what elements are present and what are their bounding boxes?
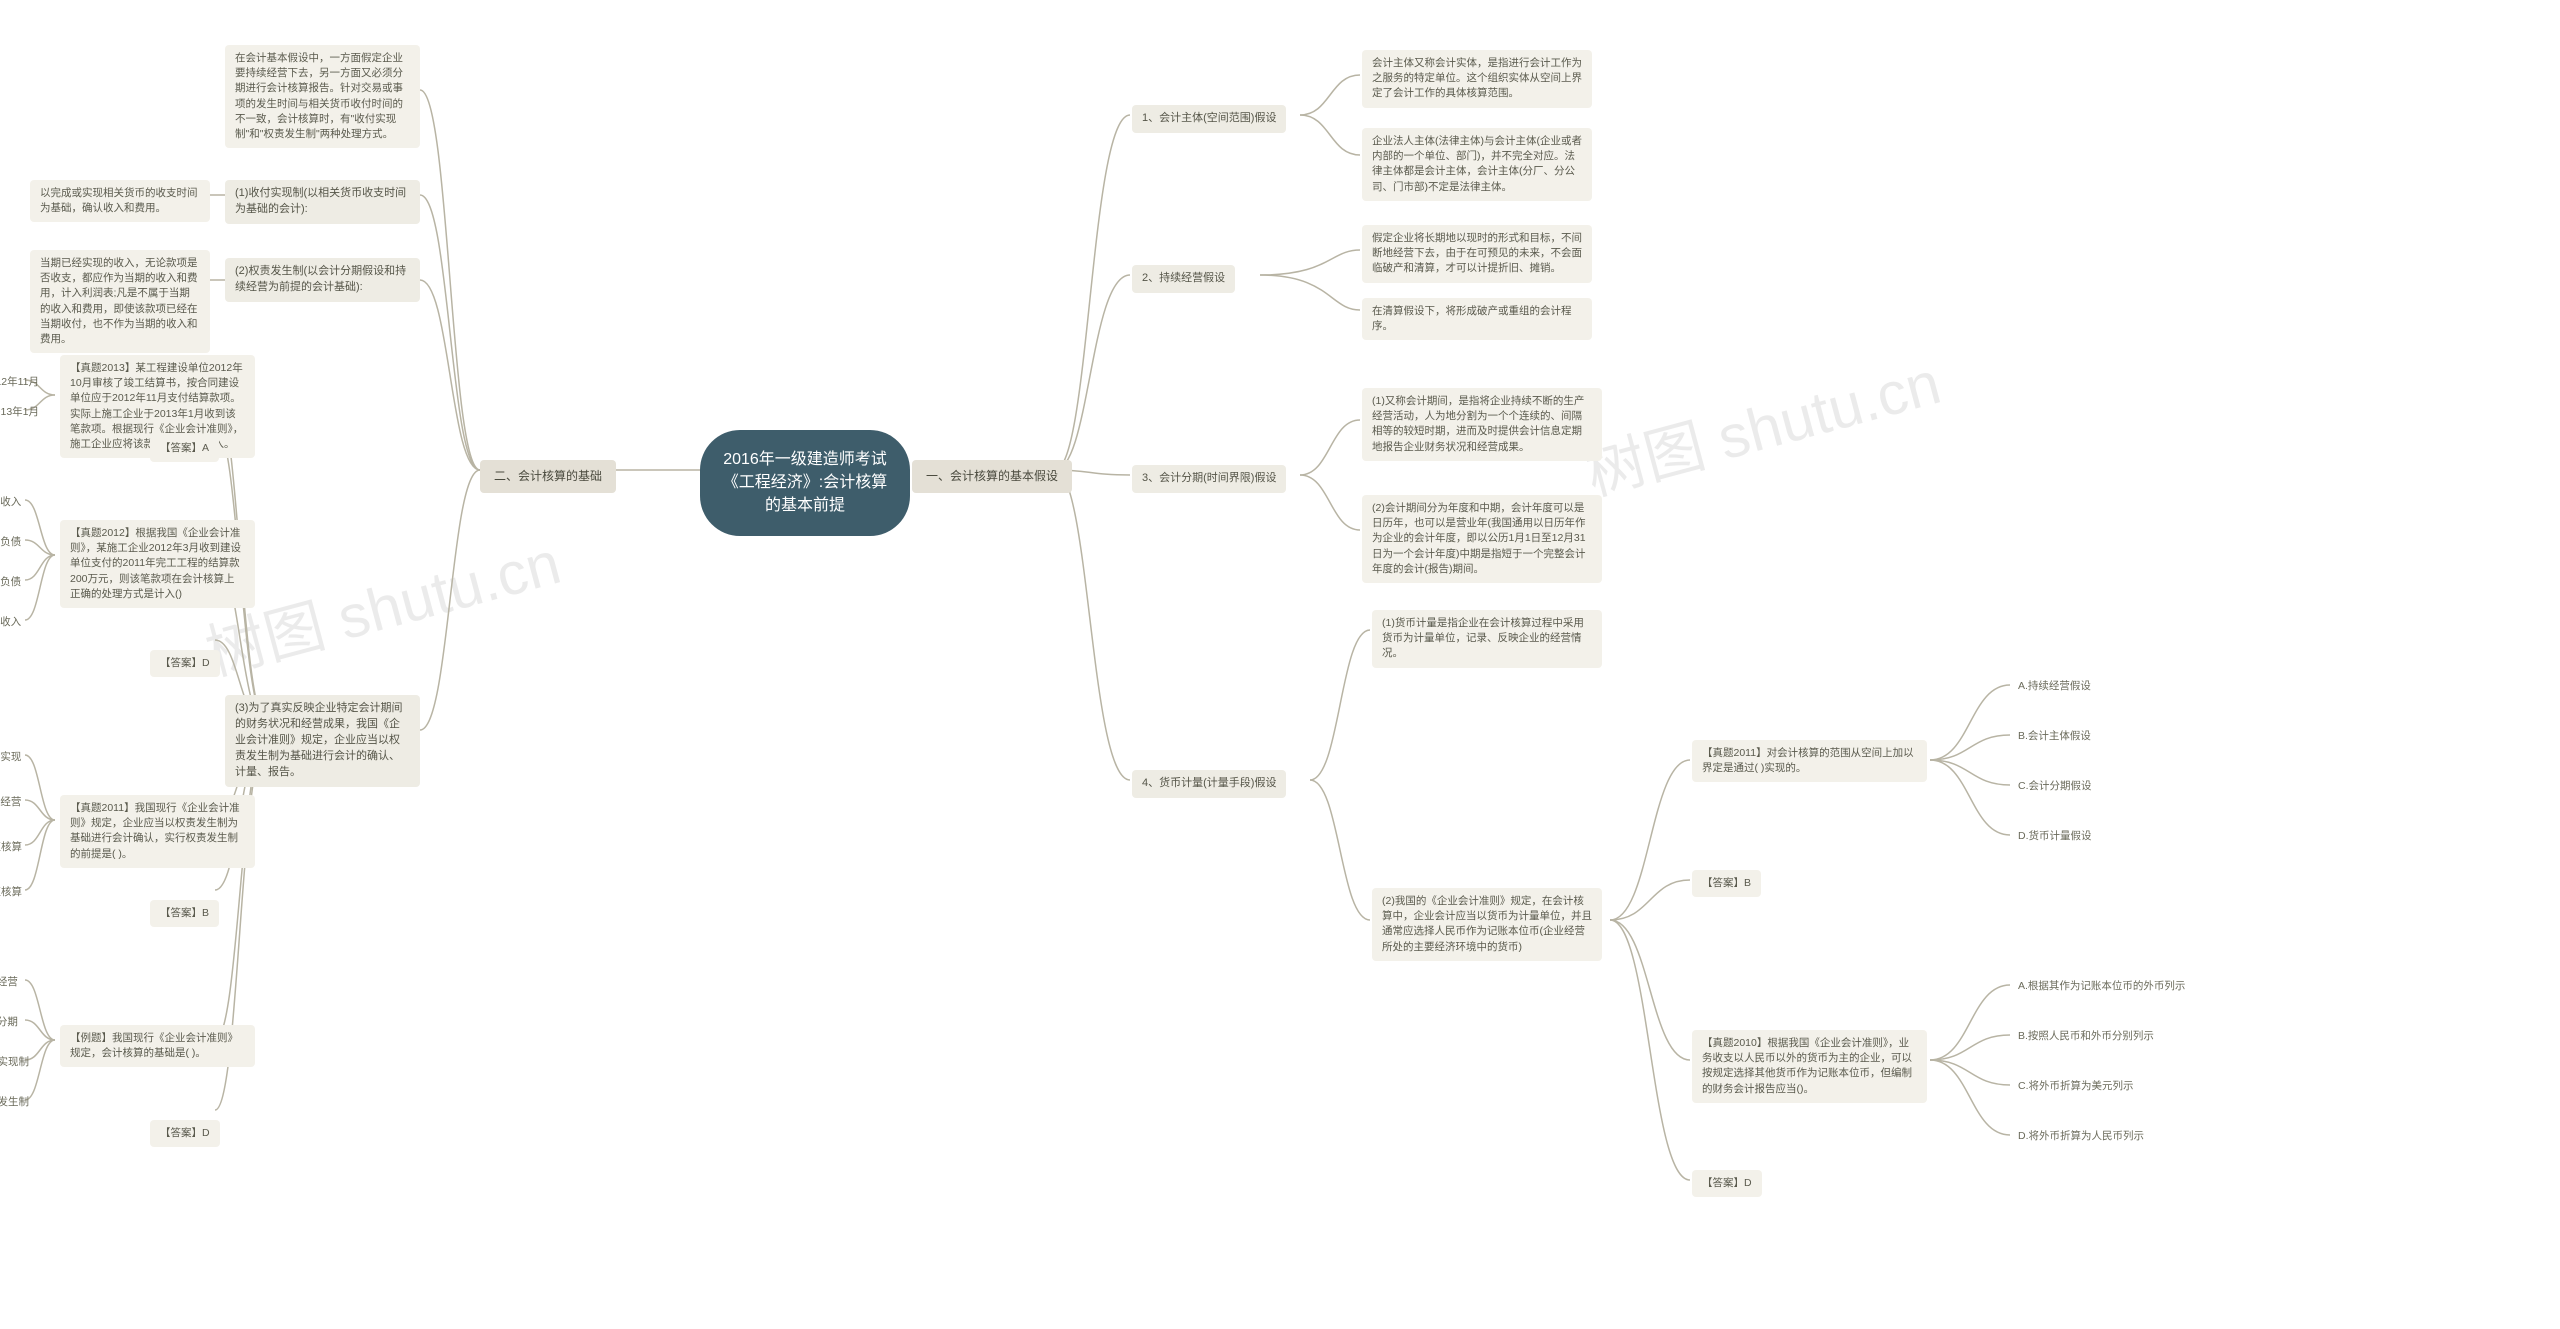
lq1-a: A.2012年10月 B.2012年11月	[0, 372, 45, 393]
lq3-a: A.会计分期假设与收付实现	[0, 747, 27, 768]
right-n4-b: (2)我国的《企业会计准则》规定，在会计核算中，企业会计应当以货币为计量单位，并…	[1372, 888, 1602, 961]
right-n4-a: (1)货币计量是指企业在会计核算过程中采用货币为计量单位，记录、反映企业的经营情…	[1372, 610, 1602, 668]
right-n3-a: (1)又称会计期间，是指将企业持续不断的生产经营活动，人为地分割为一个个连续的、…	[1362, 388, 1602, 461]
branch-right[interactable]: 一、会计核算的基本假设	[912, 460, 1072, 493]
left-p2: (2)权责发生制(以会计分期假设和持续经营为前提的会计基础):	[225, 258, 420, 302]
left-p3: (3)为了真实反映企业特定会计期间的财务状况和经营成果，我国《企业会计准则》规定…	[225, 695, 420, 787]
lq4-b: B.会计分期	[0, 1012, 24, 1033]
q-2010-d: D.将外币折算为人民币列示	[2012, 1126, 2150, 1147]
q-2010-a: A.根据其作为记账本位币的外币列示	[2012, 976, 2191, 997]
root-node[interactable]: 2016年一级建造师考试《工程经济》:会计核算的基本前提	[700, 430, 910, 536]
right-n1[interactable]: 1、会计主体(空间范围)假设	[1132, 105, 1286, 133]
lq1-c: C.2012年12月 D.2013年1月	[0, 402, 45, 423]
lq1-ans: 【答案】A	[150, 435, 219, 462]
q-2011-ans: 【答案】B	[1692, 870, 1761, 897]
q-2010-b: B.按照人民币和外币分别列示	[2012, 1026, 2160, 1047]
left-p1-text: 以完成或实现相关货币的收支时间为基础，确认收入和费用。	[30, 180, 210, 222]
q-2011-stem: 【真题2011】对会计核算的范围从空间上加以界定是通过( )实现的。	[1692, 740, 1927, 782]
lq3-c: C.持续经营与公允价值核算	[0, 837, 28, 858]
left-p1: (1)收付实现制(以相关货币收支时间为基础的会计):	[225, 180, 420, 224]
lq2-d: D.2011年的收入	[0, 612, 27, 633]
q-2011-a: A.持续经营假设	[2012, 676, 2097, 697]
lq4-stem: 【例题】我国现行《企业会计准则》规定，会计核算的基础是( )。	[60, 1025, 255, 1067]
q-2011-b: B.会计主体假设	[2012, 726, 2097, 747]
lq2-a: A.2012年的收入	[0, 492, 27, 513]
q-2011-d: D.货币计量假设	[2012, 826, 2098, 847]
lq3-stem: 【真题2011】我国现行《企业会计准则》规定，企业应当以权责发生制为基础进行会计…	[60, 795, 255, 868]
right-n3-b: (2)会计期间分为年度和中期，会计年度可以是日历年，也可以是营业年(我国通用以日…	[1362, 495, 1602, 583]
branch-left[interactable]: 二、会计核算的基础	[480, 460, 616, 493]
lq4-ans: 【答案】D	[150, 1120, 220, 1147]
lq2-c: C.2011年的负债	[0, 572, 27, 593]
lq4-d: D.权责发生制	[0, 1092, 35, 1113]
lq4-c: C.收付实现制	[0, 1052, 35, 1073]
q-2011-c: C.会计分期假设	[2012, 776, 2098, 797]
right-n2-a: 假定企业将长期地以现时的形式和目标，不间断地经营下去，由于在可预见的未来，不会面…	[1362, 225, 1592, 283]
lq2-ans: 【答案】D	[150, 650, 220, 677]
lq2-stem: 【真题2012】根据我国《企业会计准则》，某施工企业2012年3月收到建设单位支…	[60, 520, 255, 608]
right-n2-b: 在清算假设下，将形成破产或重组的会计程序。	[1362, 298, 1592, 340]
lq2-b: B.2012年的负债	[0, 532, 27, 553]
lq4-a: A.持续经营	[0, 972, 24, 993]
right-n2[interactable]: 2、持续经营假设	[1132, 265, 1235, 293]
q-2010-c: C.将外币折算为美元列示	[2012, 1076, 2140, 1097]
q-2010-ans: 【答案】D	[1692, 1170, 1762, 1197]
right-n1-b: 企业法人主体(法律主体)与会计主体(企业或者内部的一个单位、部门)，并不完全对应…	[1362, 128, 1592, 201]
q-2010-stem: 【真题2010】根据我国《企业会计准则》，业务收支以人民币以外的货币为主的企业，…	[1692, 1030, 1927, 1103]
right-n4[interactable]: 4、货币计量(计量手段)假设	[1132, 770, 1286, 798]
left-intro: 在会计基本假设中，一方面假定企业要持续经营下去，另一方面又必须分期进行会计核算报…	[225, 45, 420, 148]
lq3-d: D.历史成本与公允价值核算	[0, 882, 28, 903]
lq3-ans: 【答案】B	[150, 900, 219, 927]
right-n3[interactable]: 3、会计分期(时间界限)假设	[1132, 465, 1286, 493]
right-n1-a: 会计主体又称会计实体，是指进行会计工作为之服务的特定单位。这个组织实体从空间上界…	[1362, 50, 1592, 108]
left-p2-text: 当期已经实现的收入，无论款项是否收支，都应作为当期的收入和费用，计入利润表;凡是…	[30, 250, 210, 353]
lq3-b: B.会计分期假设与持续经营	[0, 792, 27, 813]
